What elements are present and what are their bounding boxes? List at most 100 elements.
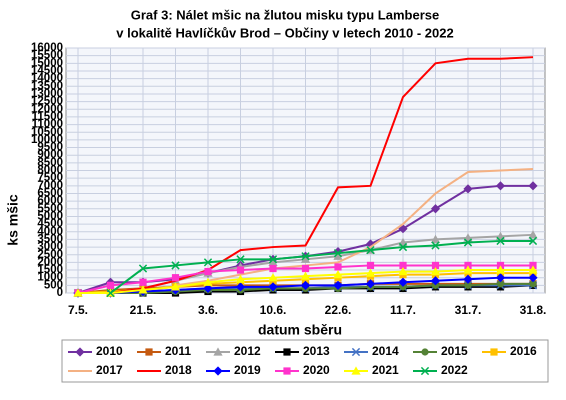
y-tick-label: 3000: [37, 241, 63, 253]
marker: [145, 348, 153, 356]
y-tick-label: 2500: [37, 249, 63, 261]
marker: [236, 255, 245, 264]
y-tick-label: 7500: [37, 172, 63, 184]
legend-label: 2012: [234, 344, 261, 358]
marker: [490, 348, 498, 356]
series: [73, 265, 538, 297]
marker: [496, 236, 505, 246]
marker: [528, 230, 538, 239]
marker: [528, 265, 538, 274]
marker: [235, 274, 246, 283]
marker: [430, 204, 441, 214]
legend-label: 2020: [303, 363, 330, 377]
marker: [463, 265, 473, 274]
y-tick-label: 10000: [31, 134, 63, 146]
marker: [463, 184, 473, 194]
y-tick-label: 9000: [37, 149, 63, 161]
marker: [528, 236, 538, 246]
legend-label: 2014: [372, 344, 399, 358]
y-tick-label: 13500: [31, 80, 63, 92]
marker: [398, 242, 408, 252]
marker: [213, 347, 223, 356]
y-tick-label: 9500: [37, 142, 63, 154]
marker: [495, 181, 506, 191]
x-axis-label: datum sběru: [258, 322, 342, 338]
y-tick-label: 10500: [31, 126, 63, 138]
marker: [421, 348, 429, 356]
y-tick-label: 11500: [32, 111, 63, 123]
series-line: [109, 239, 533, 294]
legend-label: 2015: [441, 344, 468, 358]
y-tick-label: 6000: [37, 195, 63, 207]
series: [106, 236, 538, 298]
y-tick-label: 4000: [37, 226, 63, 238]
marker: [463, 274, 473, 284]
marker: [213, 366, 223, 376]
marker: [399, 261, 407, 270]
marker: [420, 366, 430, 376]
y-tick-label: 8500: [37, 157, 63, 169]
chart-subtitle: v lokalitě Havlíčkův Brod – Občiny v let…: [116, 25, 453, 40]
legend-label: 2019: [234, 363, 261, 377]
marker: [301, 264, 310, 273]
series-line: [110, 56, 534, 294]
y-tick-label: 12500: [31, 96, 63, 108]
marker: [269, 264, 277, 273]
marker: [430, 266, 441, 276]
marker: [333, 251, 343, 260]
x-tick-label: 21.5.: [130, 303, 157, 317]
marker: [333, 249, 343, 258]
y-tick-label: 4500: [37, 218, 63, 230]
y-tick-label: 8000: [37, 165, 63, 177]
legend: [61, 339, 549, 383]
marker: [300, 254, 311, 263]
marker: [365, 268, 376, 277]
marker: [351, 366, 361, 375]
y-tick-label: 1500: [37, 264, 63, 276]
marker: [138, 264, 148, 273]
y-tick-label: 500: [44, 279, 63, 291]
chart-title: Graf 3: Nálet mšic na žlutou misku typu …: [131, 7, 439, 22]
marker: [365, 279, 376, 289]
marker: [203, 277, 213, 286]
marker: [204, 267, 212, 276]
marker: [283, 348, 291, 356]
legend-label: 2010: [96, 344, 123, 358]
marker: [139, 278, 147, 286]
legend-label: 2022: [441, 363, 468, 377]
legend-label: 2021: [372, 363, 399, 377]
y-tick-label: 14500: [31, 65, 63, 77]
y-tick-label: 12000: [31, 103, 63, 115]
legend-label: 2017: [96, 363, 123, 377]
y-tick-label: 15500: [31, 50, 63, 62]
y-tick-label: 6500: [37, 188, 63, 200]
series: [175, 167, 534, 287]
y-tick-label: 13000: [31, 88, 63, 100]
marker: [300, 271, 311, 280]
marker: [528, 181, 538, 191]
marker: [268, 273, 278, 282]
legend-label: 2013: [303, 344, 330, 358]
marker: [268, 257, 278, 266]
marker: [496, 280, 505, 288]
legend-label: 2016: [510, 344, 537, 358]
marker: [431, 261, 440, 270]
marker: [203, 258, 213, 267]
series: [110, 56, 534, 294]
y-tick-label: 1000: [37, 272, 63, 284]
y-tick-label: 0: [57, 287, 63, 299]
x-tick-label: 22.6.: [325, 303, 352, 317]
y-tick-label: 3500: [37, 233, 63, 245]
marker: [398, 277, 408, 287]
x-tick-label: 7.5.: [68, 303, 88, 317]
x-tick-label: 31.7.: [455, 303, 482, 317]
marker: [430, 276, 441, 286]
marker: [495, 265, 506, 274]
marker: [463, 238, 473, 247]
x-tick-label: 10.6.: [260, 303, 287, 317]
marker: [301, 252, 310, 261]
marker: [366, 245, 375, 255]
y-tick-label: 5500: [37, 203, 63, 215]
marker: [268, 255, 278, 264]
